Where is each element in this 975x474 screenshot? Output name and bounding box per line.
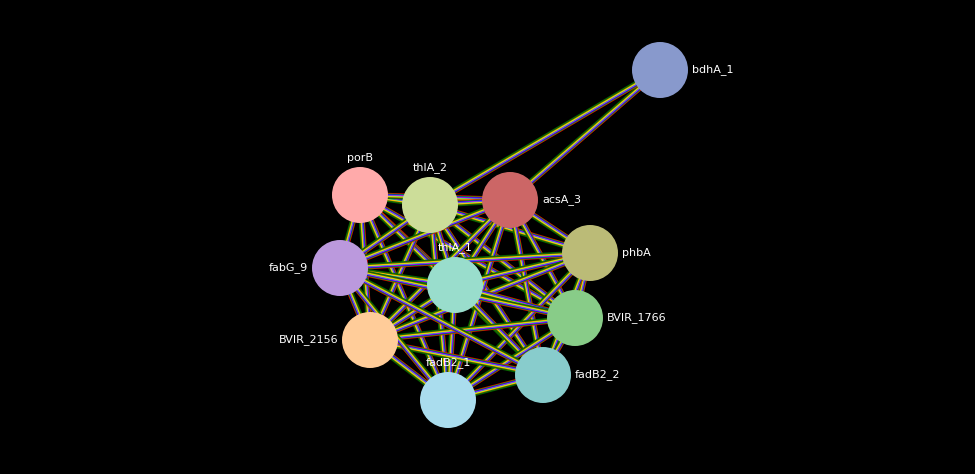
Text: bdhA_1: bdhA_1: [692, 64, 733, 75]
Text: fadB2_1: fadB2_1: [425, 357, 471, 368]
Circle shape: [402, 177, 458, 233]
Circle shape: [632, 42, 688, 98]
Text: thlA_1: thlA_1: [438, 242, 473, 253]
Text: thlA_2: thlA_2: [412, 162, 448, 173]
Text: fadB2_2: fadB2_2: [575, 370, 620, 381]
Circle shape: [312, 240, 368, 296]
Text: BVIR_2156: BVIR_2156: [279, 335, 338, 346]
Text: BVIR_1766: BVIR_1766: [607, 312, 667, 323]
Circle shape: [420, 372, 476, 428]
Text: acsA_3: acsA_3: [542, 194, 581, 205]
Circle shape: [515, 347, 571, 403]
Circle shape: [342, 312, 398, 368]
Text: phbA: phbA: [622, 248, 650, 258]
Text: porB: porB: [347, 153, 373, 163]
Circle shape: [482, 172, 538, 228]
Circle shape: [562, 225, 618, 281]
Circle shape: [332, 167, 388, 223]
Text: fabG_9: fabG_9: [269, 263, 308, 273]
Circle shape: [427, 257, 483, 313]
Circle shape: [547, 290, 603, 346]
